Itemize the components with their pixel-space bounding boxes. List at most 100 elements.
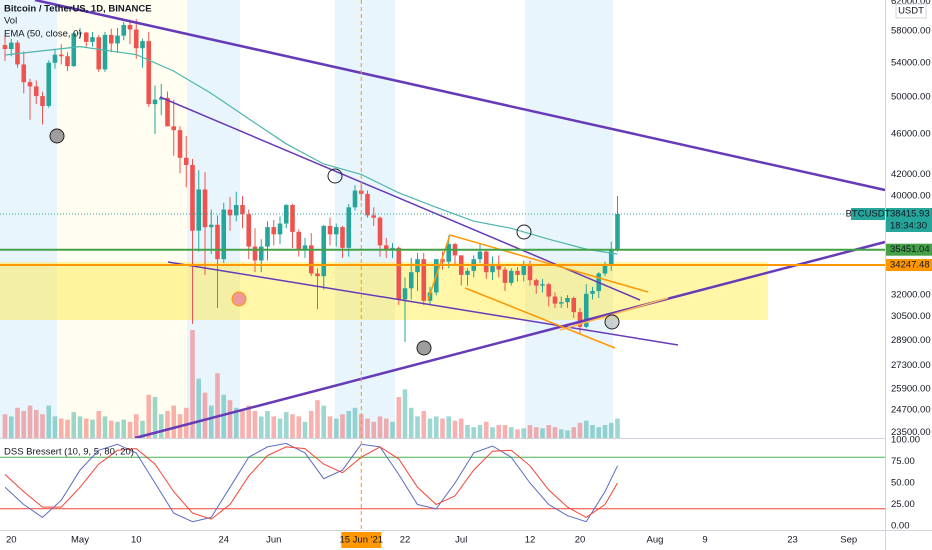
- price-label-bg: [886, 259, 932, 272]
- volume-bar: [108, 420, 114, 438]
- y-tick-label: 23500.00: [891, 427, 931, 438]
- candle-body: [508, 270, 514, 283]
- volume-bar: [371, 421, 377, 438]
- volume-bar: [90, 419, 95, 438]
- candle-body: [402, 288, 408, 300]
- candle-body: [177, 130, 183, 158]
- candle-body: [540, 284, 545, 286]
- volume-bar: [21, 411, 27, 438]
- indicator-tick-label: 100.00: [891, 435, 920, 446]
- volume-bar: [33, 409, 39, 438]
- volume-bar: [502, 425, 508, 438]
- candle-body: [377, 217, 383, 246]
- volume-bar: [396, 396, 402, 438]
- candle-body: [446, 244, 452, 262]
- y-tick-label: 25900.00: [891, 384, 931, 395]
- x-tick-label: Jul: [455, 535, 467, 546]
- volume-bar: [408, 407, 414, 438]
- volume-bar: [165, 411, 170, 438]
- y-tick-label: 32000.00: [891, 290, 931, 301]
- volume-bar: [221, 394, 227, 438]
- x-tick-label: 20: [6, 535, 17, 546]
- y-tick-label: 42000.00: [891, 169, 931, 180]
- y-tick-label: 54000.00: [891, 57, 931, 68]
- candle-body: [321, 225, 327, 277]
- legend-ema: EMA (50, close, 0): [4, 29, 82, 40]
- volume-bar: [152, 396, 158, 438]
- volume-bar: [608, 422, 614, 438]
- currency-bg: [895, 3, 927, 19]
- candle-body: [390, 247, 395, 250]
- candle-body: [65, 56, 70, 67]
- support-zone: [0, 262, 768, 320]
- candle-body: [515, 270, 520, 275]
- y-tick-label: 46000.00: [891, 129, 931, 140]
- candle-body: [271, 227, 277, 235]
- candle-body: [258, 246, 264, 261]
- x-tick-label: May: [71, 535, 89, 546]
- candle-body: [333, 227, 339, 235]
- price-label-bg: [886, 208, 932, 233]
- volume-bar: [446, 416, 452, 438]
- chart-title: Bitcoin / TetherUS, 1D, BINANCE: [4, 4, 152, 15]
- volume-bar: [490, 427, 495, 438]
- marker: [516, 224, 532, 240]
- candle-body: [302, 245, 308, 250]
- volume-bar: [377, 416, 383, 438]
- indicator-tick-label: 0.00: [891, 521, 910, 532]
- currency-label: USDT: [898, 6, 924, 17]
- volume-bar: [140, 420, 145, 438]
- volume-bar: [365, 418, 370, 438]
- volume-bar: [52, 416, 58, 438]
- y-tick-label: 28900.00: [891, 335, 931, 346]
- candle-body: [46, 62, 52, 106]
- y-tick-label: 24700.00: [891, 405, 931, 416]
- candle-body: [533, 280, 539, 286]
- volume-bar: [508, 427, 514, 438]
- marker: [327, 168, 343, 184]
- crosshair-label: 15 Jun '21: [339, 535, 383, 546]
- candle-body: [8, 42, 14, 50]
- band: [525, 0, 613, 438]
- volume-bar: [246, 405, 252, 438]
- x-tick-label: 20: [575, 535, 586, 546]
- candle-body: [290, 205, 295, 232]
- volume-bar: [127, 421, 133, 438]
- candle-body: [308, 245, 314, 274]
- legend-volume: Vol: [4, 16, 17, 27]
- x-tick-label: 10: [131, 535, 142, 546]
- volume-bar: [402, 389, 408, 438]
- volume-bar: [465, 425, 470, 438]
- volume-bar: [227, 400, 233, 438]
- x-tick-label: Aug: [647, 535, 664, 546]
- candle-body: [96, 37, 102, 70]
- band: [57, 0, 187, 438]
- volume-bar: [252, 411, 258, 438]
- price-label: 35451.04: [890, 244, 930, 255]
- session-bands: [0, 0, 613, 438]
- candle-body: [208, 224, 214, 228]
- candle-body: [396, 247, 402, 300]
- candle-body: [183, 157, 189, 165]
- x-tick-label: 12: [525, 535, 536, 546]
- candle-body: [608, 249, 614, 265]
- trend-line: [167, 261, 679, 346]
- candle-body: [502, 269, 508, 283]
- x-tick-label: Jun: [266, 535, 281, 546]
- candle-body: [227, 209, 233, 216]
- flag-line: [464, 287, 616, 349]
- volume-bar: [296, 416, 302, 438]
- volume-bar: [615, 418, 620, 438]
- volume-bar: [521, 428, 527, 438]
- volume-bar: [240, 411, 245, 438]
- candle-body: [565, 297, 570, 303]
- volume-bar: [258, 416, 264, 438]
- volume-bar: [65, 419, 70, 438]
- indicator-line: [4, 442, 618, 523]
- candle-body: [546, 284, 552, 297]
- volume-bar: [190, 330, 195, 438]
- volume-bar: [302, 421, 308, 438]
- candle-body: [483, 251, 489, 273]
- candle-body: [552, 296, 558, 304]
